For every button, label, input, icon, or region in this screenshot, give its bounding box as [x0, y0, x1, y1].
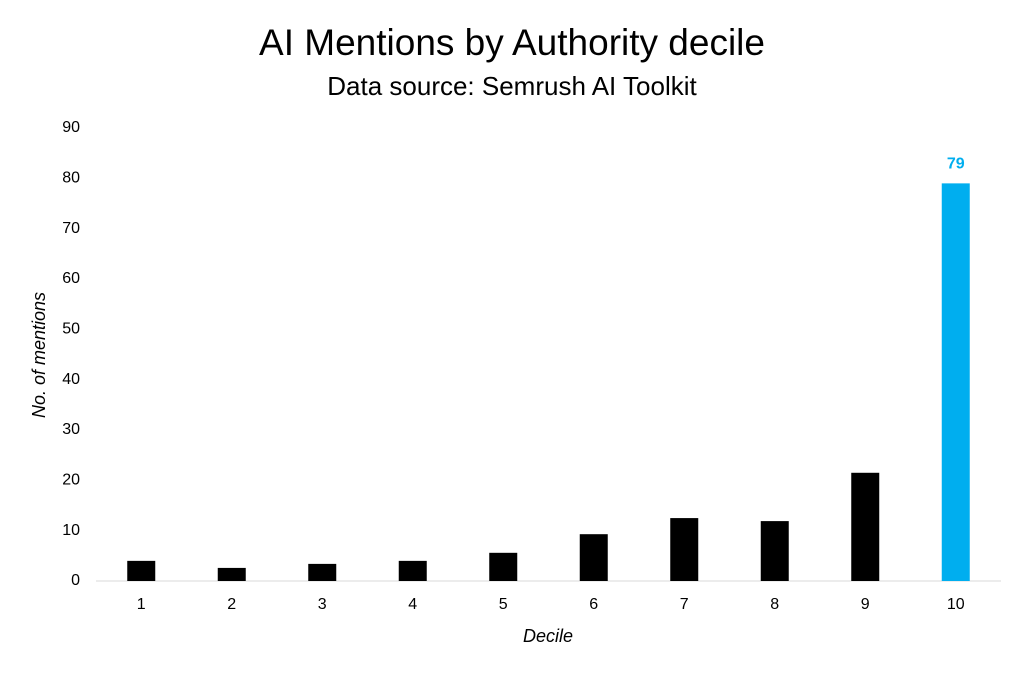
- x-tick-label: 2: [227, 596, 236, 613]
- bar: [941, 183, 970, 581]
- y-tick-label: 70: [62, 220, 80, 237]
- y-tick-label: 80: [62, 170, 80, 187]
- y-tick-label: 30: [62, 421, 80, 438]
- y-tick-label: 0: [71, 572, 80, 589]
- bar: [760, 521, 789, 581]
- bar: [127, 560, 156, 581]
- bar: [398, 560, 427, 581]
- x-tick-label: 6: [589, 596, 598, 613]
- x-tick-label: 1: [137, 596, 146, 613]
- x-tick-label: 4: [408, 596, 417, 613]
- bar: [579, 534, 608, 581]
- x-tick-label: 3: [318, 596, 327, 613]
- x-tick-label: 10: [947, 596, 965, 613]
- y-tick-label: 40: [62, 371, 80, 388]
- x-tick-label: 7: [680, 596, 689, 613]
- bar: [670, 518, 699, 581]
- y-tick-label: 60: [62, 270, 80, 287]
- bar: [217, 567, 246, 581]
- bar: [489, 552, 518, 581]
- x-axis-label: Decile: [523, 626, 573, 646]
- y-tick-label: 90: [62, 119, 80, 136]
- bar: [851, 472, 880, 581]
- value-label: 79: [947, 156, 965, 173]
- x-tick-label: 8: [770, 596, 779, 613]
- chart-subtitle: Data source: Semrush AI Toolkit: [327, 71, 697, 101]
- y-tick-label: 20: [62, 472, 80, 489]
- x-tick-label: 9: [861, 596, 870, 613]
- y-tick-label: 50: [62, 321, 80, 338]
- chart-title: AI Mentions by Authority decile: [259, 22, 765, 63]
- y-axis-label: No. of mentions: [29, 292, 49, 418]
- x-tick-label: 5: [499, 596, 508, 613]
- y-tick-label: 10: [62, 522, 80, 539]
- bar: [308, 563, 337, 581]
